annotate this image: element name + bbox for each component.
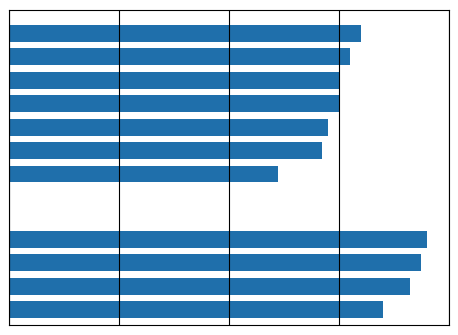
Bar: [9, 72, 339, 89]
Bar: [9, 25, 361, 42]
Bar: [9, 95, 339, 112]
Bar: [9, 278, 410, 295]
Bar: [9, 255, 421, 271]
Bar: [9, 119, 328, 136]
Bar: [9, 142, 322, 159]
Bar: [9, 165, 278, 182]
Bar: [9, 301, 383, 318]
Bar: [9, 49, 350, 65]
Bar: [9, 231, 427, 248]
